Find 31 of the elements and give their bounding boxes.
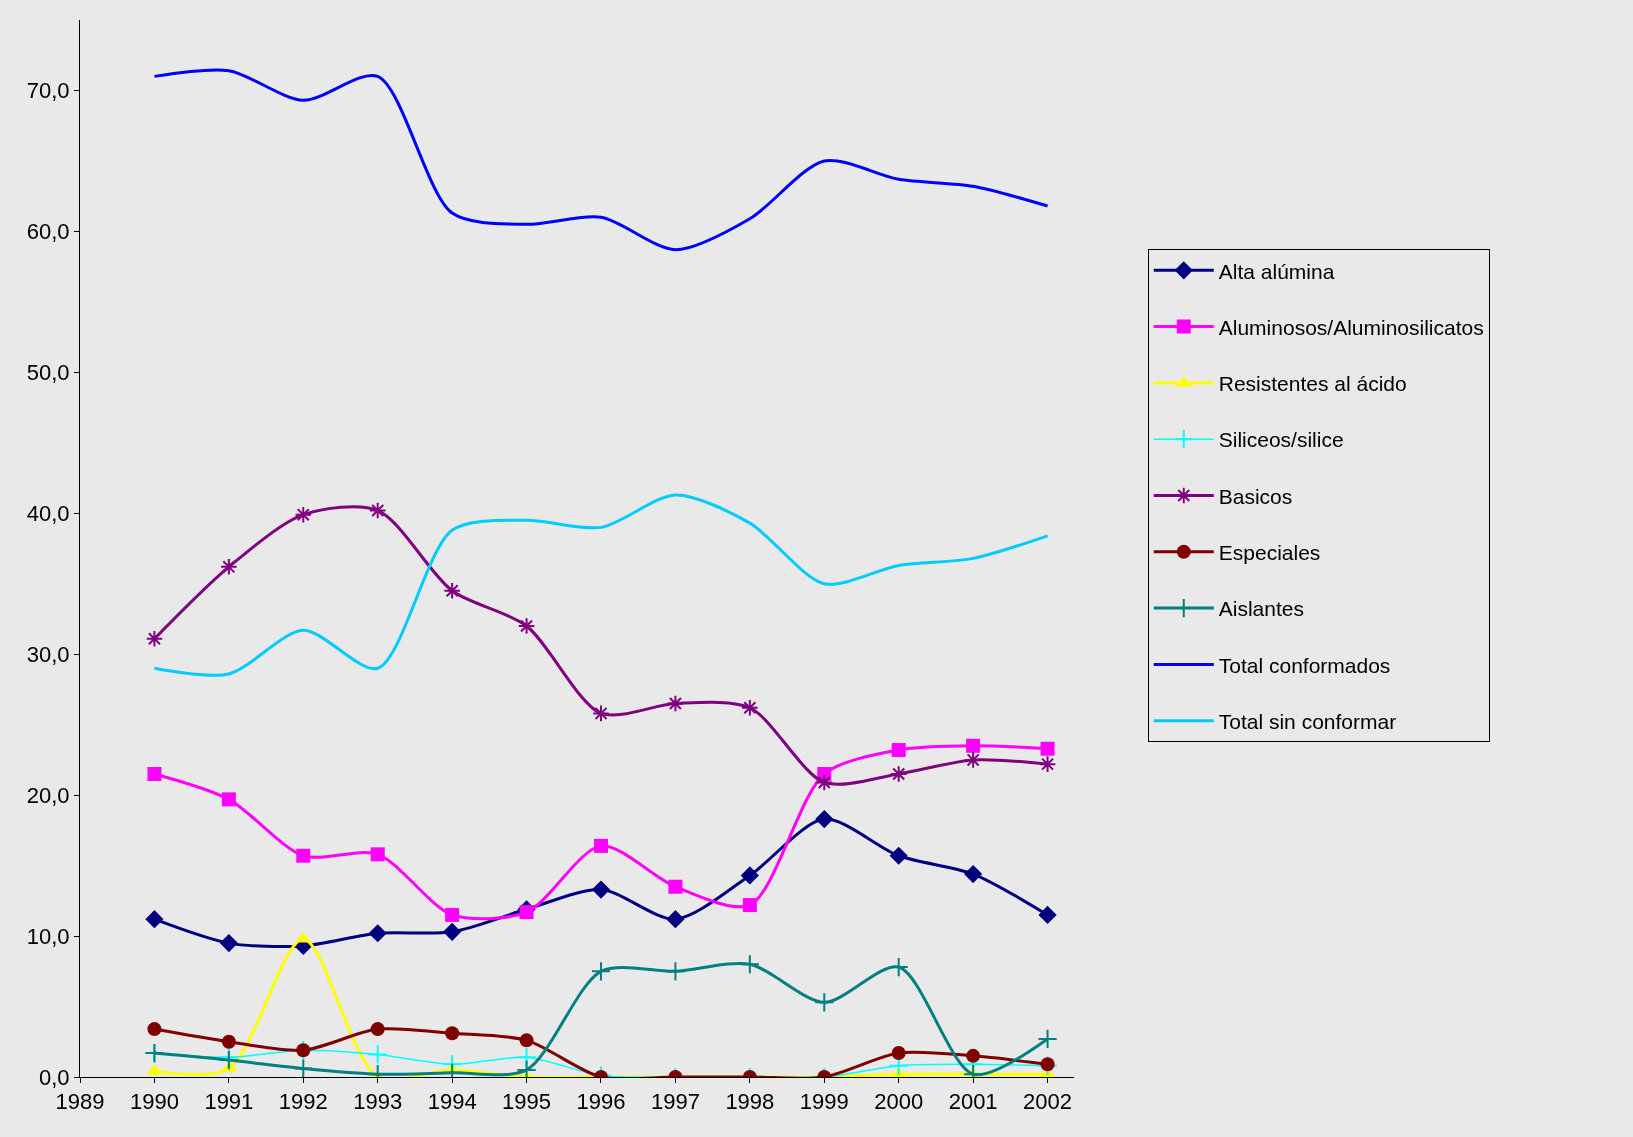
y-tick-label: 30,0: [26, 641, 70, 667]
y-tick-label: 50,0: [26, 360, 70, 386]
x-tick-label: 2000: [874, 1089, 924, 1115]
y-tick-label: 0,0: [39, 1064, 70, 1090]
legend-label: Siliceos/silice: [1218, 428, 1344, 452]
x-tick-label: 1996: [576, 1089, 626, 1115]
legend-label: Total sin conformar: [1218, 709, 1397, 733]
y-tick-label: 60,0: [26, 219, 70, 245]
x-tick-label: 1990: [129, 1089, 179, 1115]
x-tick-label: 1993: [353, 1089, 403, 1115]
y-tick-label: 70,0: [26, 78, 70, 104]
y-tick-label: 20,0: [26, 782, 70, 808]
y-tick-label: 40,0: [26, 500, 70, 526]
x-tick-label: 1991: [204, 1089, 254, 1115]
legend-label: Total conformados: [1218, 653, 1391, 677]
x-tick-label: 2002: [1023, 1089, 1073, 1115]
x-tick-label: 1997: [650, 1089, 700, 1115]
legend-label: Resistentes al ácido: [1218, 372, 1407, 396]
x-tick-label: 1999: [799, 1089, 849, 1115]
legend-label: Aislantes: [1218, 597, 1304, 621]
legend-label: Aluminosos/Aluminosilicatos: [1218, 315, 1484, 339]
y-tick-label: 10,0: [26, 923, 70, 949]
legend-label: Basicos: [1218, 484, 1293, 508]
x-tick-label: 1992: [278, 1089, 328, 1115]
x-tick-label: 1994: [427, 1089, 477, 1115]
legend-label: Alta alúmina: [1218, 259, 1335, 283]
legend-label: Especiales: [1218, 540, 1321, 564]
x-tick-label: 1989: [55, 1089, 105, 1115]
x-tick-label: 1998: [725, 1089, 775, 1115]
x-tick-label: 2001: [948, 1089, 998, 1115]
x-tick-label: 1995: [502, 1089, 552, 1115]
